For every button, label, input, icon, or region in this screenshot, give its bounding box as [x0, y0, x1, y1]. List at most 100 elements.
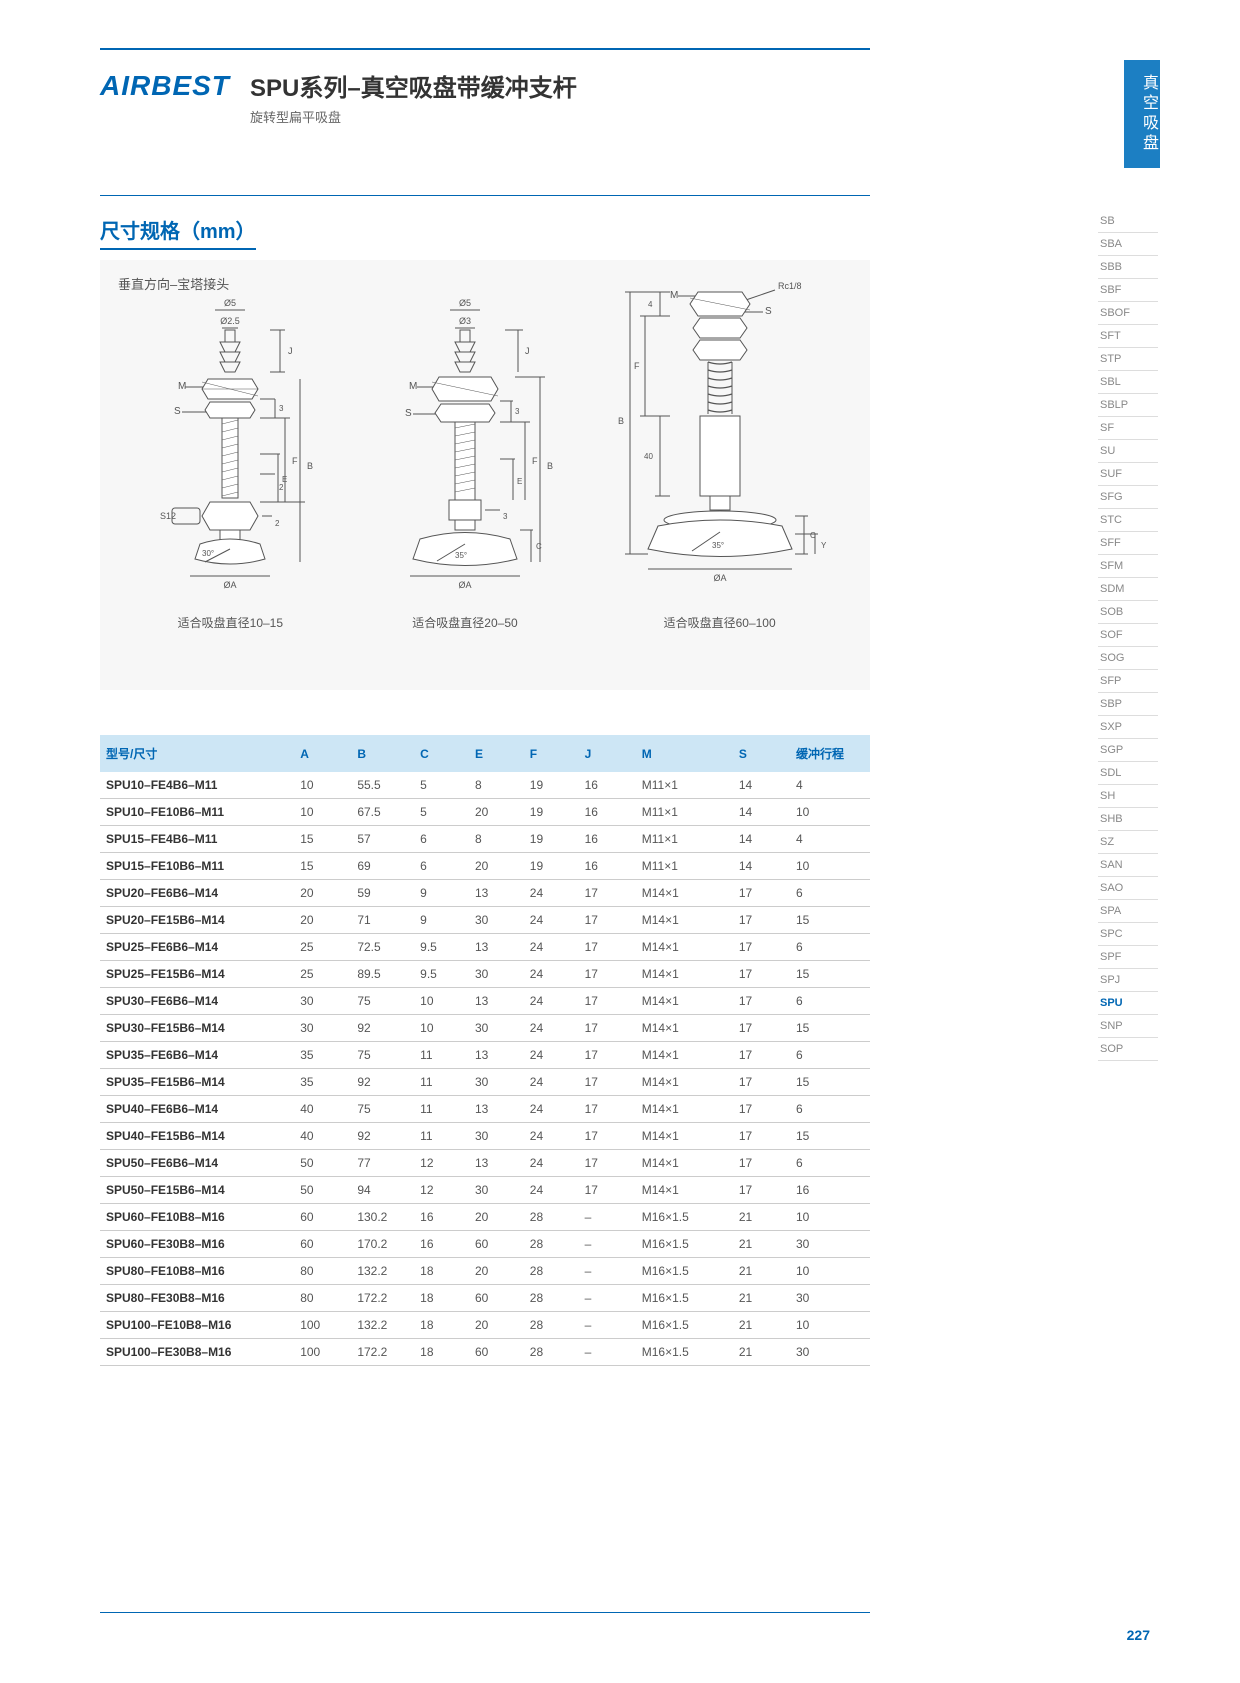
table-cell: M14×1	[636, 880, 733, 907]
table-cell: 6	[790, 1150, 870, 1177]
table-cell: 30	[790, 1231, 870, 1258]
table-cell: 25	[294, 961, 351, 988]
table-cell: 9	[414, 907, 469, 934]
table-cell: 15	[790, 961, 870, 988]
side-nav-item[interactable]: SBL	[1098, 371, 1158, 394]
table-cell: 40	[294, 1123, 351, 1150]
svg-text:C: C	[536, 542, 542, 551]
table-cell: 13	[469, 1096, 524, 1123]
table-cell: M16×1.5	[636, 1285, 733, 1312]
side-nav-item[interactable]: SFG	[1098, 486, 1158, 509]
table-cell: 13	[469, 1042, 524, 1069]
table-cell: M11×1	[636, 772, 733, 799]
svg-text:Ø2.5: Ø2.5	[221, 316, 241, 326]
table-cell: 13	[469, 988, 524, 1015]
side-nav-item[interactable]: SOB	[1098, 601, 1158, 624]
side-nav-item[interactable]: SZ	[1098, 831, 1158, 854]
side-nav-item[interactable]: SB	[1098, 210, 1158, 233]
table-cell: M14×1	[636, 1177, 733, 1204]
side-nav-item[interactable]: SAO	[1098, 877, 1158, 900]
table-cell: SPU100–FE30B8–M16	[100, 1339, 294, 1366]
table-cell: M14×1	[636, 1015, 733, 1042]
side-nav-item[interactable]: SDM	[1098, 578, 1158, 601]
table-cell: 10	[294, 799, 351, 826]
table-cell: –	[579, 1312, 636, 1339]
table-cell: SPU20–FE6B6–M14	[100, 880, 294, 907]
table-row: SPU35–FE15B6–M14359211302417M14×11715	[100, 1069, 870, 1096]
side-nav-item[interactable]: SBLP	[1098, 394, 1158, 417]
table-cell: 24	[524, 1123, 579, 1150]
side-nav-item[interactable]: SF	[1098, 417, 1158, 440]
side-nav-item[interactable]: SFP	[1098, 670, 1158, 693]
svg-text:B: B	[307, 461, 313, 471]
svg-text:Ø5: Ø5	[459, 298, 471, 308]
side-nav-item[interactable]: SOG	[1098, 647, 1158, 670]
table-row: SPU40–FE15B6–M14409211302417M14×11715	[100, 1123, 870, 1150]
side-nav-item[interactable]: SPF	[1098, 946, 1158, 969]
side-nav-item[interactable]: SU	[1098, 440, 1158, 463]
side-nav-item[interactable]: SAN	[1098, 854, 1158, 877]
table-cell: M16×1.5	[636, 1231, 733, 1258]
side-nav-item[interactable]: SPJ	[1098, 969, 1158, 992]
side-nav-item[interactable]: SBA	[1098, 233, 1158, 256]
table-cell: 92	[351, 1069, 414, 1096]
side-nav-item[interactable]: STC	[1098, 509, 1158, 532]
table-cell: 20	[294, 907, 351, 934]
side-nav-item[interactable]: SOF	[1098, 624, 1158, 647]
table-cell: SPU35–FE15B6–M14	[100, 1069, 294, 1096]
side-nav-item[interactable]: SBP	[1098, 693, 1158, 716]
table-cell: 6	[790, 1042, 870, 1069]
table-cell: 18	[414, 1285, 469, 1312]
table-cell: 16	[579, 853, 636, 880]
table-cell: 21	[733, 1312, 790, 1339]
table-cell: 30	[469, 1177, 524, 1204]
side-nav-item[interactable]: STP	[1098, 348, 1158, 371]
table-cell: 16	[414, 1231, 469, 1258]
side-nav-item[interactable]: SFF	[1098, 532, 1158, 555]
side-nav-item[interactable]: SHB	[1098, 808, 1158, 831]
side-nav-item[interactable]: SBB	[1098, 256, 1158, 279]
side-nav-item[interactable]: SFT	[1098, 325, 1158, 348]
side-nav-item[interactable]: SPC	[1098, 923, 1158, 946]
side-nav-item[interactable]: SNP	[1098, 1015, 1158, 1038]
side-nav-item[interactable]: SFM	[1098, 555, 1158, 578]
side-nav-item[interactable]: SPU	[1098, 992, 1158, 1015]
side-nav-item[interactable]: SDL	[1098, 762, 1158, 785]
table-row: SPU60–FE30B8–M1660170.2166028–M16×1.5213…	[100, 1231, 870, 1258]
table-cell: 17	[733, 1150, 790, 1177]
table-cell: 14	[733, 826, 790, 853]
svg-text:2: 2	[279, 483, 284, 492]
table-header: C	[414, 735, 469, 772]
table-cell: 19	[524, 853, 579, 880]
table-cell: 30	[294, 988, 351, 1015]
table-cell: 24	[524, 1069, 579, 1096]
svg-text:B: B	[618, 416, 624, 426]
table-cell: 21	[733, 1258, 790, 1285]
table-cell: 75	[351, 988, 414, 1015]
table-cell: 30	[469, 907, 524, 934]
table-cell: 28	[524, 1312, 579, 1339]
side-nav-item[interactable]: SOP	[1098, 1038, 1158, 1061]
table-cell: –	[579, 1204, 636, 1231]
table-cell: 13	[469, 1150, 524, 1177]
side-nav-item[interactable]: SGP	[1098, 739, 1158, 762]
table-cell: 17	[733, 880, 790, 907]
side-nav-item[interactable]: SBOF	[1098, 302, 1158, 325]
side-nav-item[interactable]: SUF	[1098, 463, 1158, 486]
table-cell: 28	[524, 1231, 579, 1258]
table-cell: 6	[790, 934, 870, 961]
svg-text:Y: Y	[821, 541, 827, 550]
side-nav-item[interactable]: SH	[1098, 785, 1158, 808]
table-cell: 16	[414, 1204, 469, 1231]
side-nav-item[interactable]: SXP	[1098, 716, 1158, 739]
table-cell: 60	[469, 1285, 524, 1312]
table-cell: SPU35–FE6B6–M14	[100, 1042, 294, 1069]
svg-text:E: E	[282, 475, 287, 484]
table-cell: 21	[733, 1204, 790, 1231]
side-nav-item[interactable]: SPA	[1098, 900, 1158, 923]
table-cell: 24	[524, 961, 579, 988]
table-header: E	[469, 735, 524, 772]
table-cell: 10	[414, 1015, 469, 1042]
side-nav-item[interactable]: SBF	[1098, 279, 1158, 302]
table-cell: M14×1	[636, 1042, 733, 1069]
